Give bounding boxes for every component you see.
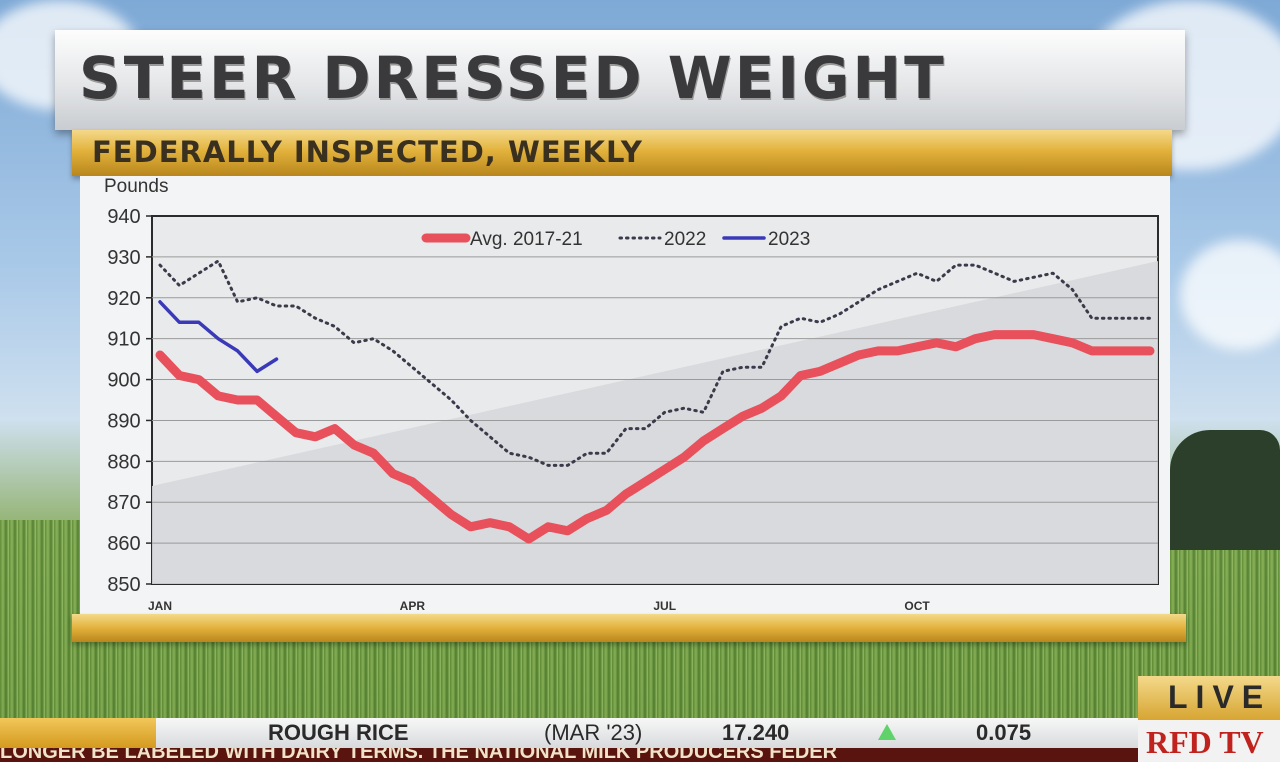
news-crawl: LONGER BE LABELED WITH DAIRY TERMS. THE … — [0, 748, 1140, 762]
x-tick-label: JUL — [653, 599, 676, 613]
ticker-change: 0.075 — [976, 720, 1032, 745]
y-tick-label: 860 — [107, 533, 140, 555]
legend-label: 2022 — [664, 229, 706, 250]
up-arrow-icon — [878, 724, 896, 740]
cloud — [1180, 240, 1280, 350]
y-tick-label: 930 — [107, 247, 140, 269]
series-line — [155, 330, 1155, 544]
ticker-contract: (MAR '23) — [544, 720, 643, 745]
market-ticker: ROUGH RICE (MAR '23) 17.240 0.075 — [0, 718, 1140, 748]
chart-panel: 940 930 920 910 900 890 880 870 860 850 Pounds JAN A… — [80, 176, 1170, 616]
plot-shading — [152, 261, 1158, 584]
ticker-commodity: ROUGH RICE — [268, 720, 409, 745]
chart-subtitle: FEDERALLY INSPECTED, WEEKLY — [92, 135, 643, 169]
y-tick-label: 910 — [107, 329, 140, 351]
live-label: LIVE — [1168, 679, 1272, 715]
ticker-label-block — [0, 718, 156, 748]
chart-title: STEER DRESSED WEIGHT — [79, 44, 947, 112]
ticker-price: 17.240 — [722, 720, 790, 745]
logo-text: RFD TV — [1146, 724, 1264, 760]
y-axis-label: Pounds — [104, 176, 168, 197]
x-tick-label: APR — [400, 599, 426, 613]
network-logo: RFD TV — [1138, 720, 1280, 762]
subtitle-banner: FEDERALLY INSPECTED, WEEKLY — [72, 130, 1172, 176]
y-tick-label: 920 — [107, 288, 140, 310]
tree-line — [1170, 430, 1280, 550]
chart-bottom-bar — [72, 614, 1186, 642]
x-tick-label: JAN — [148, 599, 172, 613]
y-tick-label: 940 — [107, 206, 140, 228]
live-badge: LIVE — [1138, 676, 1280, 720]
y-tick-label: 850 — [107, 574, 140, 596]
y-tick-label: 900 — [107, 370, 140, 392]
series-line — [158, 300, 279, 374]
line-chart: 940 930 920 910 900 890 880 870 860 850 Pounds JAN A… — [104, 176, 1159, 613]
title-banner: STEER DRESSED WEIGHT — [55, 30, 1185, 130]
crawl-text: LONGER BE LABELED WITH DAIRY TERMS. THE … — [0, 748, 838, 762]
legend-label: 2023 — [768, 229, 810, 250]
y-tick-label: 870 — [107, 492, 140, 514]
series-line — [158, 259, 1152, 467]
x-tick-label: OCT — [904, 599, 930, 613]
y-tick-label: 890 — [107, 410, 140, 432]
y-tick-label: 880 — [107, 451, 140, 473]
legend-label: Avg. 2017-21 — [470, 229, 583, 250]
